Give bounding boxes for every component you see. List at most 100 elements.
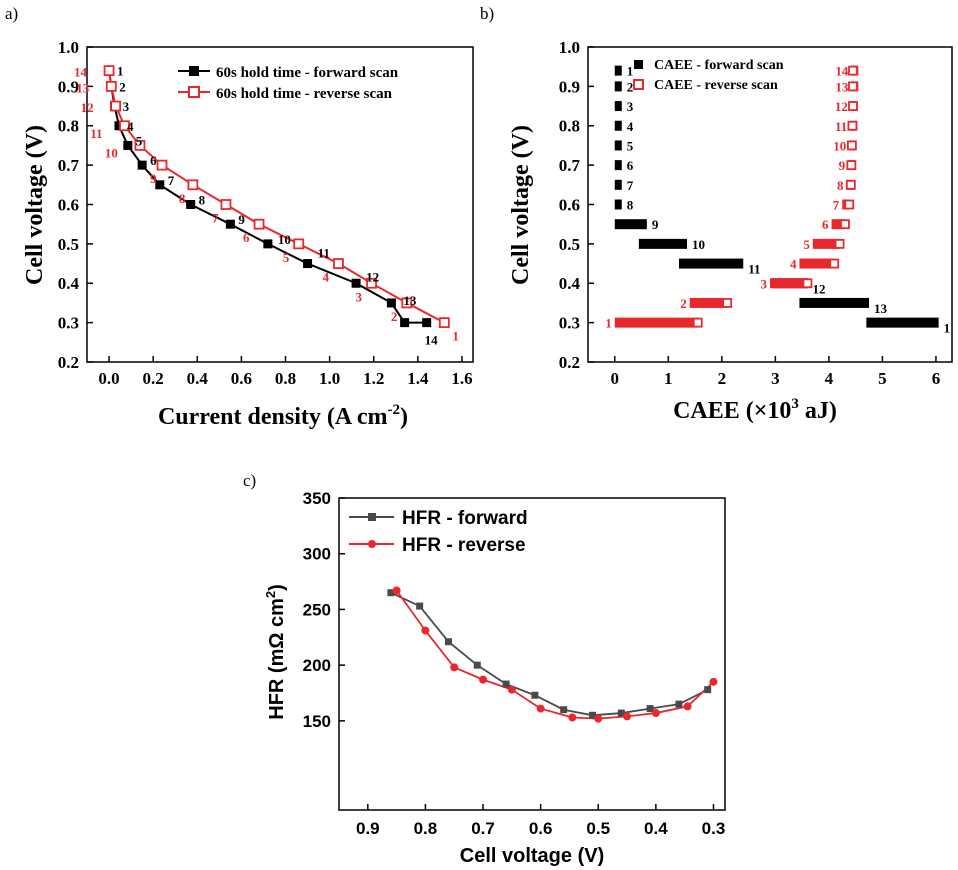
caee-reverse-bar-label: 10 — [833, 138, 846, 153]
chart-b-y-tick-label: 0.6 — [559, 195, 580, 214]
forward-scan-marker — [186, 200, 196, 209]
chart-b-x-title-main: CAEE (×10 — [673, 398, 791, 424]
chart-c-x-tick-label: 0.3 — [702, 819, 726, 838]
reverse-scan-line — [108, 70, 445, 324]
caee-reverse-end-marker — [847, 120, 858, 131]
caee-forward-bar-label: 2 — [627, 79, 634, 94]
chart-c: 0.9 0.8 0.7 0.6 0.5 0.4 0.3 150 200 250 300 350 HFR… — [263, 489, 726, 867]
legend-caee-reverse-marker — [633, 79, 644, 90]
chart-b: 0 1 2 3 4 5 60.20.30.40.50.60.70.80.91.0 12345… — [508, 38, 953, 424]
chart-a-x-title-close: ) — [400, 404, 408, 430]
reverse-scan-point-label: 3 — [356, 289, 363, 304]
forward-scan-point-label: 6 — [150, 153, 157, 168]
chart-a-y-tick-label: 0.7 — [58, 156, 80, 175]
hfr-reverse-marker — [507, 685, 516, 694]
chart-c-x-tick-label: 0.6 — [529, 819, 553, 838]
chart-b-x-tick-label: 4 — [825, 369, 834, 388]
chart-a-x-tick-label: 1.6 — [451, 369, 472, 388]
caee-reverse-end-marker — [844, 199, 855, 210]
panel-letter-a: a) — [5, 4, 18, 23]
chart-a-y-tick-label: 0.6 — [58, 195, 79, 214]
hfr-forward-marker — [387, 589, 395, 597]
caee-reverse-end-marker — [848, 65, 858, 76]
hfr-reverse-marker — [421, 626, 430, 635]
chart-a: 0.0 0.2 0.4 0.6 0.8 1.0 1.2 1.4 1.6 0.2 0.3 0.4 0.5 0… — [22, 38, 474, 430]
chart-b-y-tick-label: 0.7 — [559, 156, 581, 175]
reverse-scan-point-label: 11 — [90, 126, 102, 141]
chart-c-y-axis-title: HFR (mΩ cm2) — [263, 584, 288, 720]
forward-scan-marker — [114, 121, 124, 131]
chart-a-x-tick-label: 0.6 — [231, 369, 252, 388]
legend-reverse-marker — [188, 86, 200, 98]
chart-a-y-tick-label: 0.2 — [58, 353, 79, 372]
legend-forward-marker — [189, 66, 199, 76]
forward-scan-point-label: 5 — [136, 133, 143, 148]
chart-c-x-tick-label: 0.4 — [644, 819, 668, 838]
caee-forward-bar — [614, 219, 647, 230]
forward-scan-point-label: 7 — [168, 173, 175, 188]
caee-forward-bar-label: 8 — [627, 198, 634, 213]
hfr-reverse-marker — [709, 677, 718, 686]
caee-reverse-bar — [614, 317, 698, 328]
forward-scan-line — [108, 70, 427, 324]
reverse-scan-point-label: 10 — [105, 145, 118, 160]
hfr-forward-marker — [473, 661, 481, 669]
chart-c-marks — [387, 586, 718, 723]
forward-scan-point-label: 3 — [123, 99, 130, 114]
chart-a-legend: 60s hold time - forward scan 60s hold ti… — [178, 65, 399, 102]
chart-a-y-tick-label: 1.0 — [58, 38, 79, 57]
caee-reverse-bar — [799, 258, 835, 269]
caee-forward-bar-label: 6 — [627, 158, 634, 173]
caee-forward-bar — [799, 297, 870, 308]
chart-c-x-tick-label: 0.5 — [586, 819, 610, 838]
caee-forward-bar-label: 13 — [874, 301, 888, 316]
legend-reverse-label: 60s hold time - reverse scan — [216, 86, 393, 102]
chart-b-x-tick-label: 1 — [664, 369, 673, 388]
chart-b-x-axis-title: CAEE (×103 aJ) — [673, 396, 837, 424]
caee-reverse-end-marker — [834, 238, 845, 249]
chart-c-x-tick-label: 0.7 — [471, 819, 495, 838]
chart-a-x-title-sup: -2 — [388, 402, 401, 418]
chart-c-y-title-main: HFR (mΩ cm — [266, 598, 288, 720]
hfr-reverse-marker — [683, 702, 692, 711]
chart-b-y-tick-label: 0.4 — [559, 274, 581, 293]
chart-c-legend: HFR - forward HFR - reverse — [349, 508, 528, 556]
caee-reverse-bar-label: 13 — [835, 79, 849, 94]
chart-a-x-tick-label: 1.4 — [407, 369, 429, 388]
chart-b-y-tick-label: 0.9 — [559, 77, 580, 96]
caee-forward-bar — [614, 120, 622, 131]
chart-a-x-title-main: Current density (A cm — [158, 404, 388, 430]
reverse-scan-marker — [187, 179, 199, 191]
hfr-forward-marker — [588, 711, 596, 719]
chart-a-y-axis-title: Cell voltage (V) — [22, 125, 48, 285]
caee-reverse-bar-label: 11 — [835, 119, 847, 134]
forward-scan-point-label: 12 — [366, 269, 379, 284]
forward-scan-point-label: 1 — [117, 64, 124, 79]
hfr-reverse-marker — [392, 586, 401, 595]
caee-reverse-end-marker — [848, 81, 858, 92]
chart-c-y-tick-label: 300 — [303, 545, 331, 564]
caee-reverse-end-marker — [802, 278, 813, 289]
chart-b-y-tick-label: 0.3 — [559, 314, 580, 333]
chart-b-x-tick-label: 3 — [771, 369, 780, 388]
hfr-forward-marker — [444, 638, 452, 646]
caee-reverse-end-marker — [722, 298, 733, 308]
chart-a-x-tick-label: 1.2 — [363, 369, 384, 388]
caee-forward-bar-label: 7 — [627, 178, 634, 193]
legend-hfr-forward-marker — [368, 513, 376, 521]
caee-reverse-bar-label: 9 — [839, 158, 846, 173]
hfr-forward-marker — [675, 700, 683, 708]
chart-a-y-tick-label: 0.3 — [58, 314, 79, 333]
panel-letter-c: c) — [243, 471, 256, 490]
legend-caee-reverse-label: CAEE - reverse scan — [654, 78, 778, 93]
hfr-reverse-marker — [651, 709, 660, 718]
legend-caee-forward-marker — [634, 60, 643, 69]
legend-hfr-forward-label: HFR - forward — [402, 508, 528, 529]
chart-b-y-tick-label: 0.8 — [559, 117, 580, 136]
chart-b-x-tick-label: 6 — [932, 369, 941, 388]
caee-reverse-bar — [689, 297, 728, 308]
reverse-scan-marker — [253, 218, 265, 230]
caee-reverse-end-marker — [846, 160, 857, 171]
caee-reverse-end-marker — [692, 317, 703, 328]
reverse-scan-point-label: 9 — [150, 171, 157, 186]
